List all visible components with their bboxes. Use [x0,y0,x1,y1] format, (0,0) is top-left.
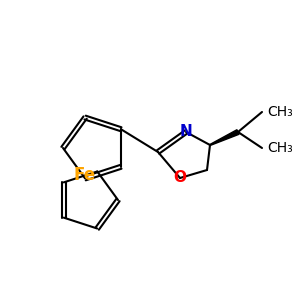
Polygon shape [210,130,239,146]
Text: Fe: Fe [74,166,96,184]
Text: CH₃: CH₃ [267,141,293,155]
Text: N: N [180,124,192,140]
Text: O: O [173,170,187,185]
Text: CH₃: CH₃ [267,105,293,119]
